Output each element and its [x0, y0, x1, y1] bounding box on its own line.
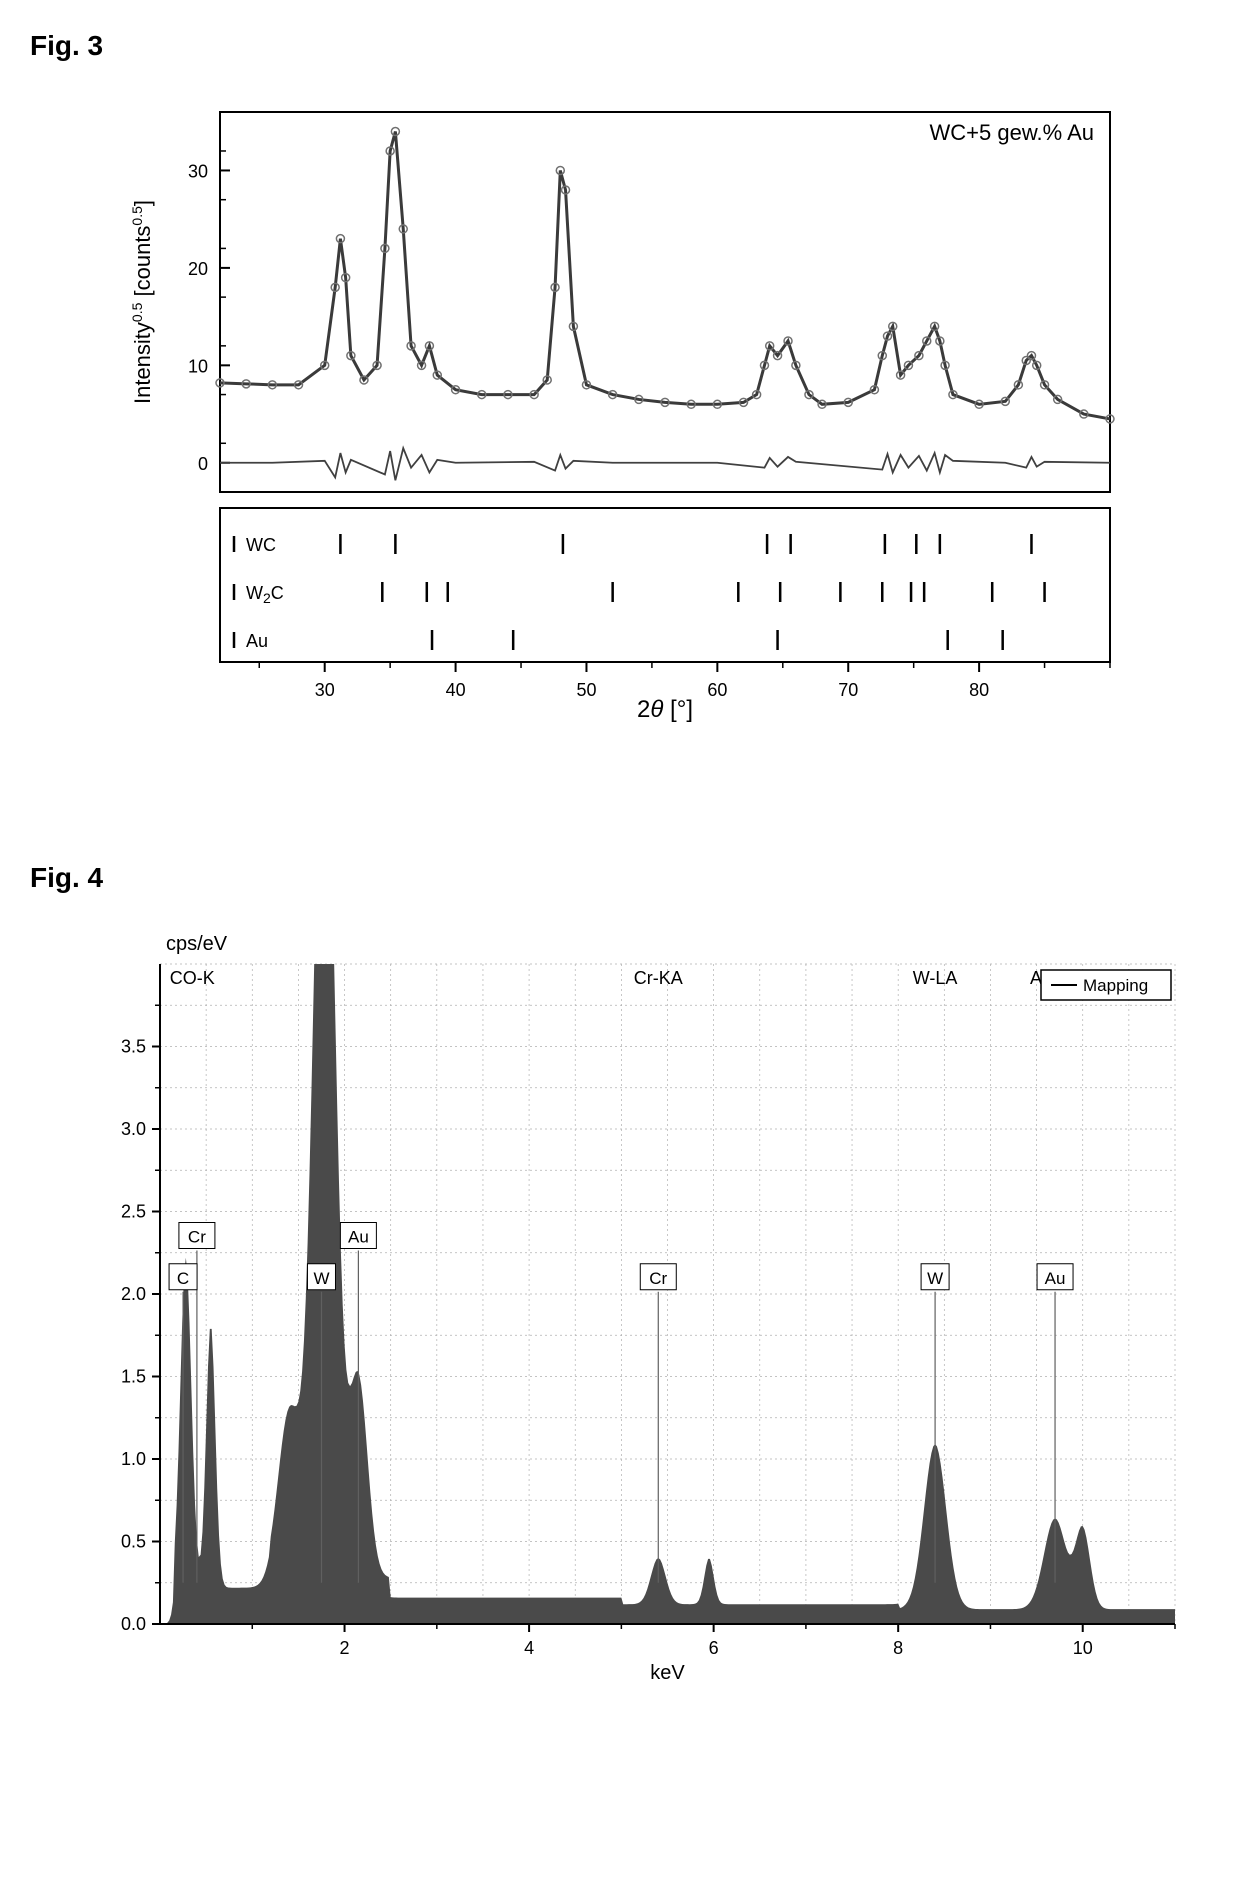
fig4-xlabel: keV	[650, 1662, 685, 1684]
fig3-xtick-label: 70	[838, 680, 858, 700]
fig4-element-label: W	[313, 1269, 329, 1288]
fig3-label: Fig. 3	[30, 30, 1210, 62]
fig3-plot-border	[220, 112, 1110, 492]
fig3-xtick-label: 50	[576, 680, 596, 700]
fig3-phase-label: W2C	[246, 583, 284, 606]
fig3-phase-label: WC	[246, 535, 276, 555]
fig4-top-label: CO-K	[170, 968, 215, 988]
fig3-xrd-chart: 0 10 20 30 30 40 50 60 70 80 WC+5 gew.% Au WC W2C Au I…	[110, 82, 1130, 802]
fig4-ytick-label: 0.5	[121, 1532, 146, 1552]
fig4-xtick-label: 6	[709, 1638, 719, 1658]
fig3-phase-box	[220, 508, 1110, 662]
fig3-xtick-label: 60	[707, 680, 727, 700]
fig3-residual	[220, 448, 1110, 480]
fig4-element-label: Cr	[188, 1228, 206, 1247]
fig4-eds-chart: 0.0 0.5 1.0 1.5 2.0 2.5 3.0 3.5 2 4 6 8 10 cps/eV keV C…	[70, 914, 1190, 1694]
fig4-legend-text: Mapping	[1083, 976, 1148, 995]
fig3-ytick-label: 30	[188, 161, 208, 181]
fig3-ylabel: Intensity0.5 [counts0.5]	[129, 200, 155, 404]
fig4-chart-wrap: 0.0 0.5 1.0 1.5 2.0 2.5 3.0 3.5 2 4 6 8 10 cps/eV keV C…	[70, 914, 1210, 1694]
fig3-ytick-label: 10	[188, 356, 208, 376]
fig4-ytick-label: 3.5	[121, 1037, 146, 1057]
fig3-ytick-label: 20	[188, 259, 208, 279]
fig4-top-label: Cr-KA	[634, 968, 683, 988]
fig4-ytick-label: 1.0	[121, 1449, 146, 1469]
fig3-xtick-label: 30	[315, 680, 335, 700]
fig4-xtick-label: 10	[1073, 1638, 1093, 1658]
fig3-xtick-label: 80	[969, 680, 989, 700]
fig4-ytick-label: 3.0	[121, 1119, 146, 1139]
fig3-curve	[220, 131, 1110, 418]
fig3-phase-label: Au	[246, 631, 268, 651]
fig4-top-label: W-LA	[913, 968, 958, 988]
fig4-ytick-label: 2.0	[121, 1284, 146, 1304]
fig4-element-label: Au	[348, 1228, 369, 1247]
fig3-xtick-label: 40	[446, 680, 466, 700]
fig3-xlabel: 2θ [°]	[637, 696, 693, 723]
fig4-label: Fig. 4	[30, 862, 1210, 894]
fig4-element-label: W	[927, 1269, 943, 1288]
fig4-xtick-label: 4	[524, 1638, 534, 1658]
fig4-ylabel: cps/eV	[166, 933, 228, 955]
fig4-ytick-label: 2.5	[121, 1202, 146, 1222]
fig4-element-label: Cr	[649, 1269, 667, 1288]
fig3-chart-wrap: 0 10 20 30 30 40 50 60 70 80 WC+5 gew.% Au WC W2C Au I…	[110, 82, 1210, 802]
fig4-ytick-label: 1.5	[121, 1367, 146, 1387]
fig4-element-label: Au	[1045, 1269, 1066, 1288]
fig3-ytick-label: 0	[198, 454, 208, 474]
fig3-title: WC+5 gew.% Au	[930, 120, 1094, 145]
fig4-xtick-label: 2	[340, 1638, 350, 1658]
fig4-ytick-label: 0.0	[121, 1614, 146, 1634]
fig4-xtick-label: 8	[893, 1638, 903, 1658]
fig4-element-label: C	[177, 1269, 189, 1288]
